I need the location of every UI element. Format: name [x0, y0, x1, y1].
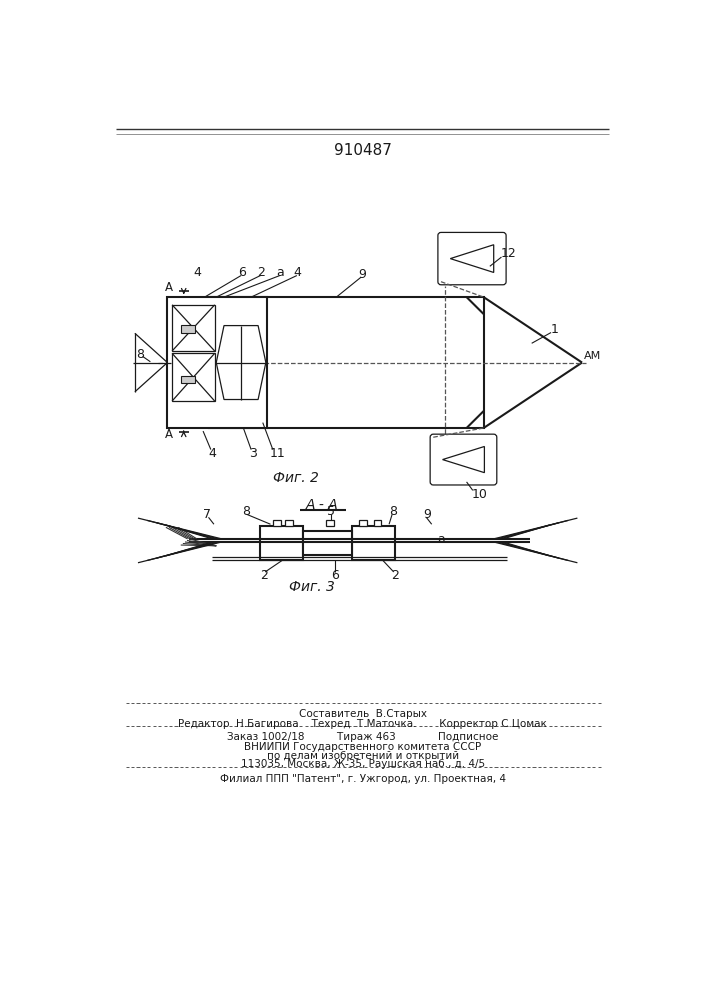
Bar: [373, 520, 381, 526]
Text: ВНИИПИ Государственного комитета СССР: ВНИИПИ Государственного комитета СССР: [244, 742, 481, 752]
Bar: [182, 325, 195, 333]
Bar: [285, 520, 293, 526]
Text: 4: 4: [209, 447, 216, 460]
Bar: [182, 376, 195, 383]
Text: АМ: АМ: [585, 351, 602, 361]
Text: а: а: [437, 533, 445, 546]
Bar: [359, 520, 367, 526]
Text: A - A: A - A: [306, 498, 339, 512]
Text: 910487: 910487: [334, 143, 392, 158]
Text: 4: 4: [194, 266, 201, 279]
Text: 6: 6: [238, 266, 246, 279]
Text: а: а: [276, 266, 284, 279]
Bar: [172, 305, 215, 351]
FancyBboxPatch shape: [438, 232, 506, 285]
Text: 113035, Москва, Ж-35, Раушская наб., д. 4/5: 113035, Москва, Ж-35, Раушская наб., д. …: [240, 759, 485, 769]
Text: 2: 2: [391, 569, 399, 582]
FancyBboxPatch shape: [430, 434, 497, 485]
Text: 3: 3: [250, 447, 257, 460]
Bar: [209, 297, 484, 428]
Text: 11: 11: [270, 447, 286, 460]
Bar: [273, 520, 281, 526]
Text: 12: 12: [501, 247, 516, 260]
Text: 7: 7: [203, 508, 211, 521]
Text: Фиг. 3: Фиг. 3: [288, 580, 334, 594]
Text: 9: 9: [423, 508, 431, 521]
Text: А: А: [165, 281, 173, 294]
Text: 8: 8: [136, 348, 144, 361]
Bar: [352, 526, 395, 560]
Bar: [327, 520, 334, 526]
Bar: [260, 526, 303, 560]
Bar: [168, 297, 267, 428]
Text: А: А: [165, 428, 173, 441]
Bar: [303, 531, 352, 555]
Text: Заказ 1002/18          Тираж 463             Подписное: Заказ 1002/18 Тираж 463 Подписное: [227, 732, 498, 742]
Bar: [172, 353, 215, 401]
Text: 2: 2: [260, 569, 268, 582]
Text: Редактор  Н.Багирова    Техред  Т.Маточка.       Корректор С.Цомак: Редактор Н.Багирова Техред Т.Маточка. Ко…: [178, 719, 547, 729]
Text: 4: 4: [293, 266, 302, 279]
Text: 1: 1: [550, 323, 558, 336]
Text: 9: 9: [358, 267, 366, 280]
Text: 5: 5: [327, 505, 335, 518]
Text: Фиг. 2: Фиг. 2: [273, 471, 319, 485]
Text: 10: 10: [472, 488, 487, 501]
Text: 2: 2: [257, 266, 265, 279]
Text: по делам изобретений и открытий: по делам изобретений и открытий: [267, 751, 459, 761]
Text: 8: 8: [389, 505, 397, 518]
Text: 6: 6: [331, 569, 339, 582]
Text: Составитель  В.Старых: Составитель В.Старых: [299, 709, 427, 719]
Text: Филиал ППП "Патент", г. Ужгород, ул. Проектная, 4: Филиал ППП "Патент", г. Ужгород, ул. Про…: [220, 774, 506, 784]
Text: 8: 8: [242, 505, 250, 518]
